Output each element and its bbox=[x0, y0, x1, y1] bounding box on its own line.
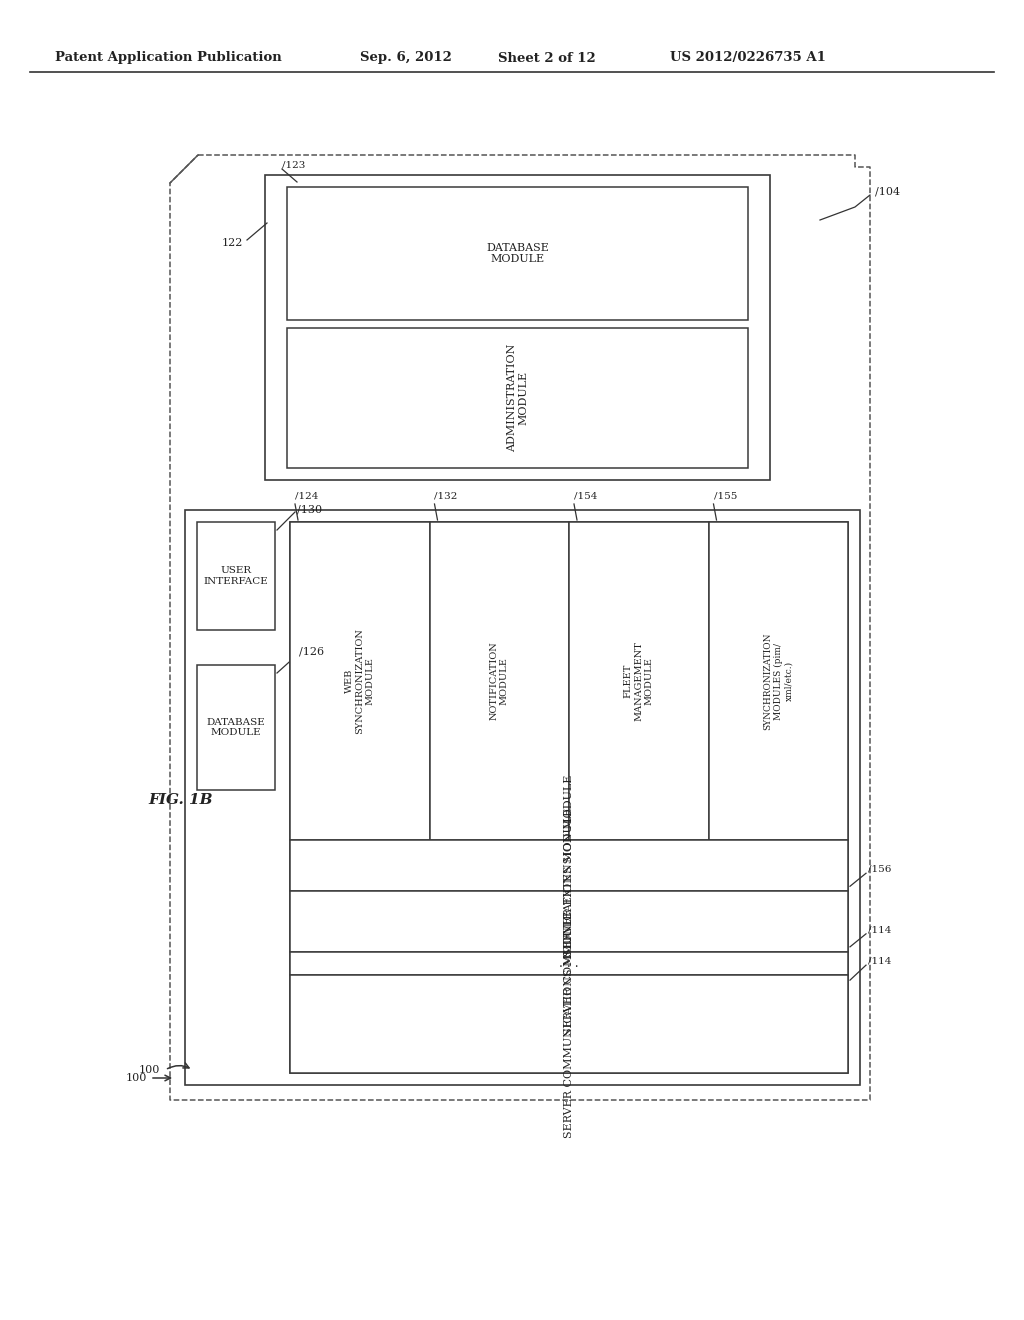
Text: ADMINISTRATION
MODULE: ADMINISTRATION MODULE bbox=[507, 343, 528, 453]
Bar bbox=[287, 187, 748, 319]
Text: /154: /154 bbox=[574, 491, 597, 500]
Bar bbox=[290, 521, 848, 1073]
Text: DATABASE
MODULE: DATABASE MODULE bbox=[207, 718, 265, 737]
Text: 122: 122 bbox=[221, 238, 243, 248]
Text: USER
INTERFACE: USER INTERFACE bbox=[204, 566, 268, 586]
Text: US 2012/0226735 A1: US 2012/0226735 A1 bbox=[670, 51, 826, 65]
Text: Sheet 2 of 12: Sheet 2 of 12 bbox=[498, 51, 596, 65]
Bar bbox=[569, 521, 709, 840]
Text: /114: /114 bbox=[868, 925, 891, 935]
Text: /132: /132 bbox=[434, 491, 458, 500]
Text: 100: 100 bbox=[126, 1073, 147, 1082]
Text: /104: /104 bbox=[874, 187, 900, 197]
Text: Sep. 6, 2012: Sep. 6, 2012 bbox=[360, 51, 452, 65]
Text: SERVER EXTENSION MODULE: SERVER EXTENSION MODULE bbox=[564, 775, 574, 956]
Bar bbox=[197, 665, 275, 789]
Bar bbox=[290, 975, 848, 1073]
Text: SERVER COMMUNICATIONS MODULE: SERVER COMMUNICATIONS MODULE bbox=[564, 911, 574, 1138]
Bar bbox=[290, 840, 848, 891]
Bar bbox=[287, 327, 748, 469]
Text: FLEET
MANAGEMENT
MODULE: FLEET MANAGEMENT MODULE bbox=[624, 642, 653, 721]
Bar bbox=[197, 521, 275, 630]
Bar bbox=[290, 952, 848, 975]
Text: SYNCHRONIZATION
MODULES (pim/
xml/etc.): SYNCHRONIZATION MODULES (pim/ xml/etc.) bbox=[763, 632, 794, 730]
Text: . . .: . . . bbox=[559, 957, 579, 970]
Text: NOTIFICATION
MODULE: NOTIFICATION MODULE bbox=[489, 642, 509, 721]
Text: SERVER COMMUNICATIONS MODULE: SERVER COMMUNICATIONS MODULE bbox=[564, 808, 574, 1035]
Bar bbox=[185, 510, 860, 1085]
Text: /155: /155 bbox=[714, 491, 737, 500]
Text: /114: /114 bbox=[868, 957, 891, 966]
Text: /156: /156 bbox=[868, 865, 891, 874]
Text: /124: /124 bbox=[295, 491, 318, 500]
Text: /126: /126 bbox=[299, 647, 325, 657]
Bar bbox=[429, 521, 569, 840]
Text: Patent Application Publication: Patent Application Publication bbox=[55, 51, 282, 65]
Bar bbox=[290, 521, 429, 840]
Text: 100: 100 bbox=[138, 1065, 160, 1074]
Bar bbox=[265, 176, 770, 480]
Bar bbox=[709, 521, 848, 840]
Text: /130: /130 bbox=[297, 504, 323, 513]
Text: WEB
SYNCHRONIZATION
MODULE: WEB SYNCHRONIZATION MODULE bbox=[345, 628, 375, 734]
Text: /123: /123 bbox=[282, 161, 305, 169]
Text: DATABASE
MODULE: DATABASE MODULE bbox=[486, 243, 549, 264]
Text: FIG. 1B: FIG. 1B bbox=[148, 793, 213, 807]
Bar bbox=[290, 891, 848, 952]
